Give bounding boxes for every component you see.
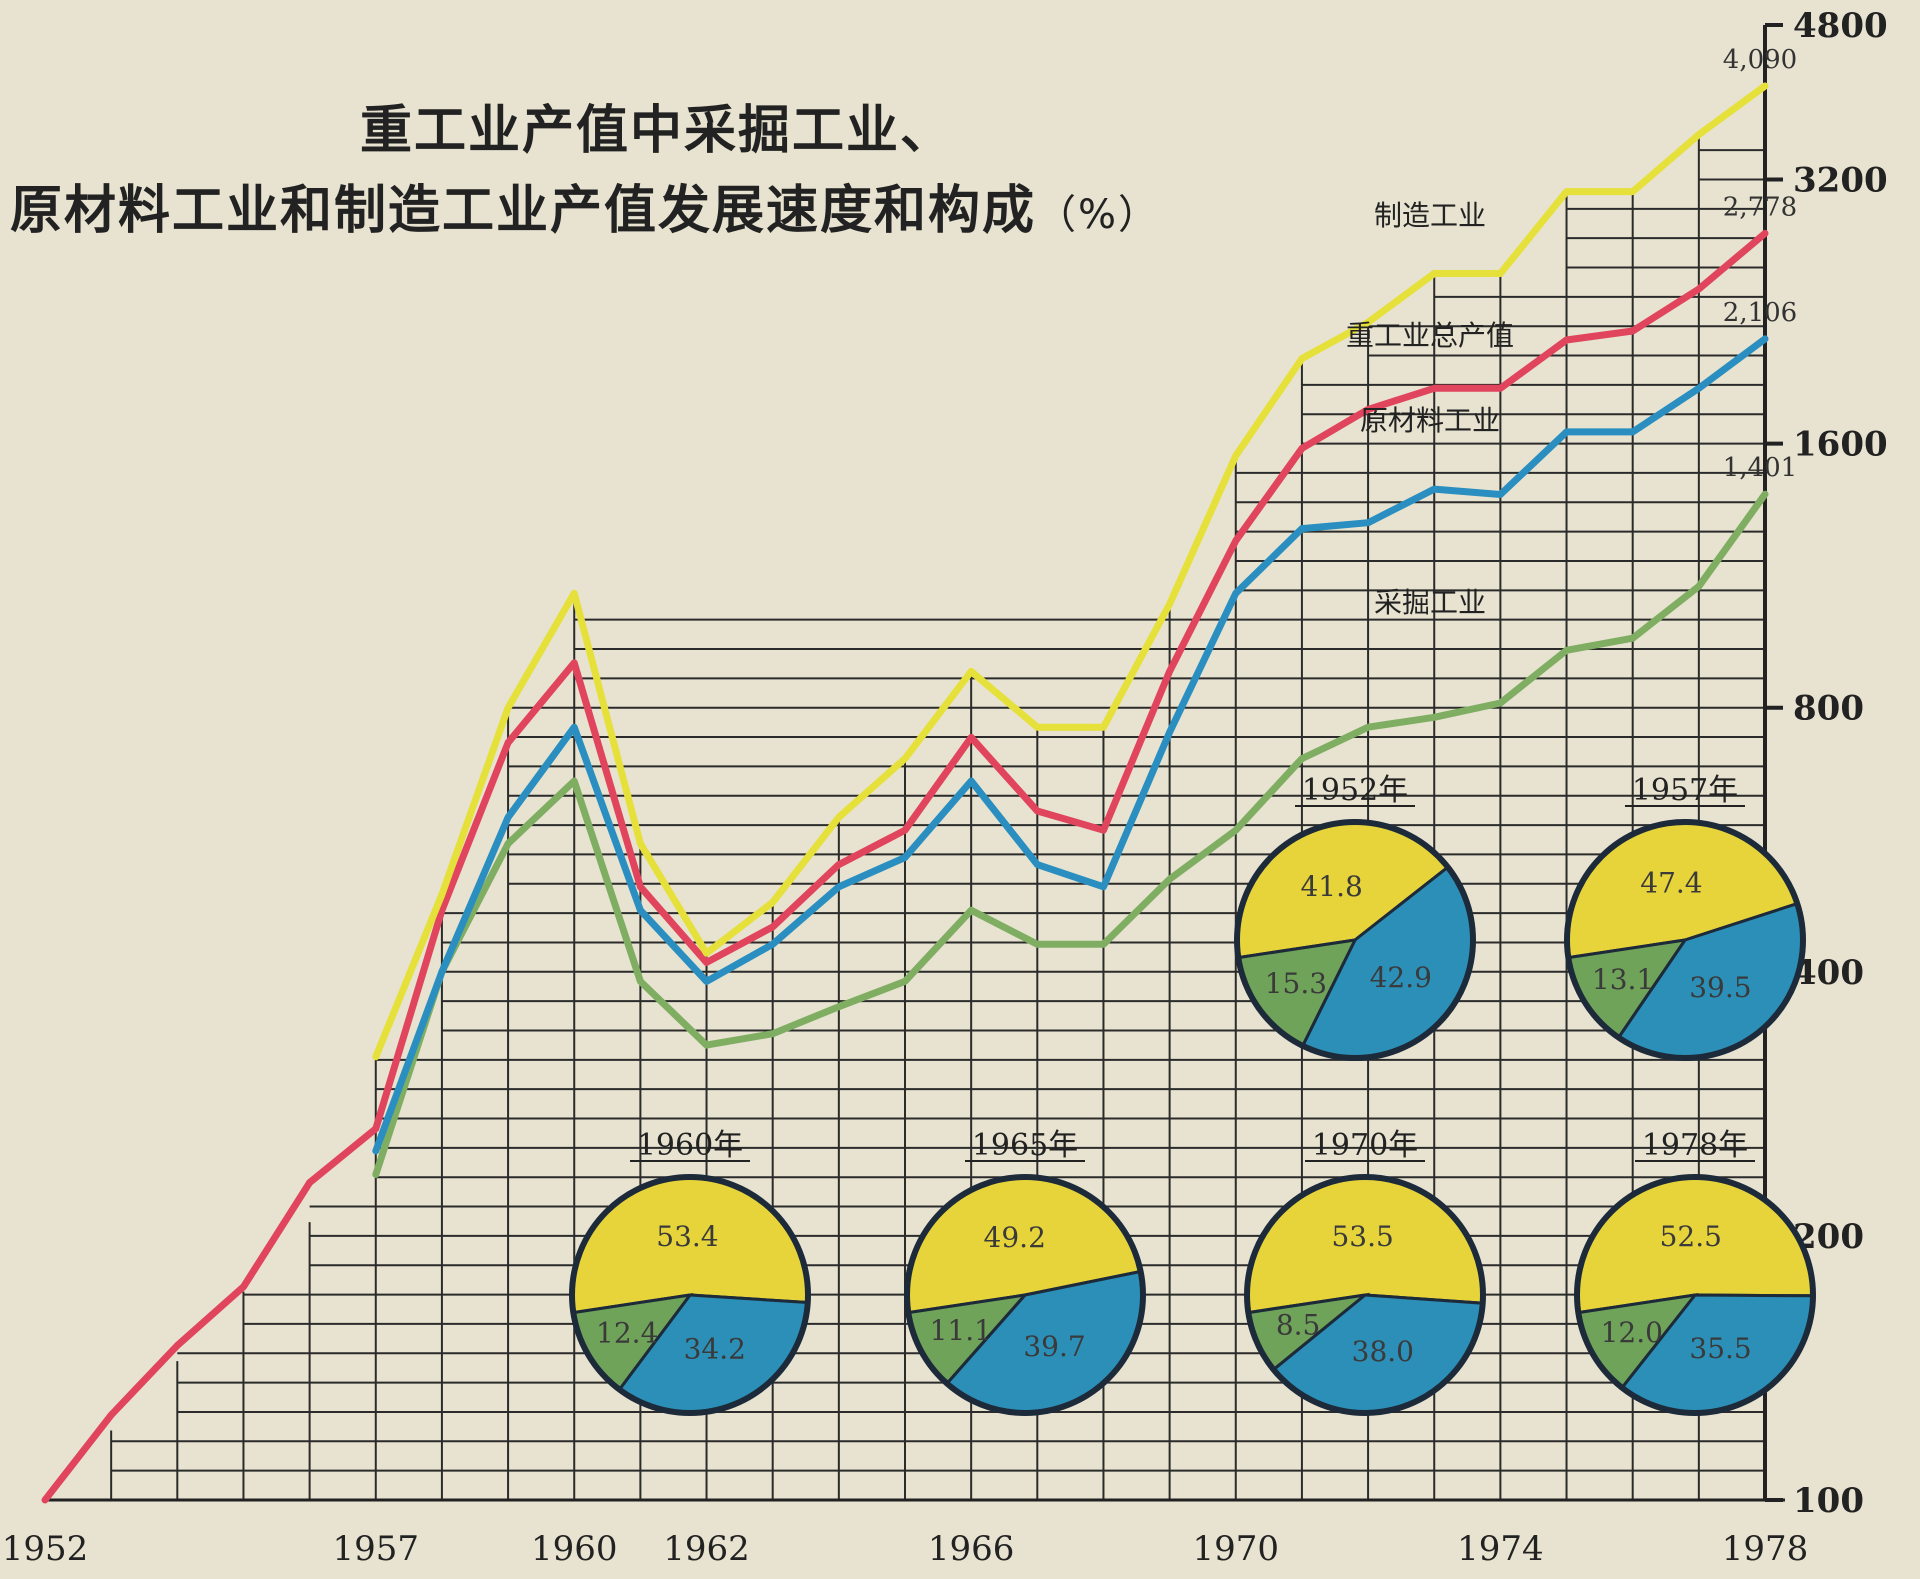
series-end-label: 4,090 xyxy=(1723,45,1797,75)
pie-year-label: 1960年 xyxy=(637,1128,743,1163)
chart-title-line1: 重工业产值中采掘工业、 xyxy=(360,101,955,161)
pie-year-label: 1957年 xyxy=(1632,773,1738,808)
pie-outline xyxy=(1244,1174,1486,1416)
y-tick-label: 4800 xyxy=(1793,6,1888,46)
series-name-label: 采掘工业 xyxy=(1374,586,1486,619)
x-tick-label: 1952 xyxy=(2,1529,89,1569)
pie-slice-label: 53.4 xyxy=(656,1220,718,1253)
series-line-2 xyxy=(372,335,1769,1155)
y-tick-label: 100 xyxy=(1793,1481,1864,1521)
chart-title-line2: 原材料工业和制造工业产值发展速度和构成（%） xyxy=(10,168,1160,243)
series-line-1 xyxy=(41,229,1769,1504)
pie-slice-label: 11.1 xyxy=(930,1314,992,1347)
pie-outline xyxy=(904,1174,1146,1416)
series-end-label: 2,106 xyxy=(1723,298,1797,328)
pie-slice-label: 42.9 xyxy=(1370,961,1432,994)
x-tick-label: 1962 xyxy=(663,1529,750,1569)
pie-slice-label: 35.5 xyxy=(1689,1332,1751,1365)
x-tick-label: 1966 xyxy=(928,1529,1015,1569)
pie-year-label: 1965年 xyxy=(972,1128,1078,1163)
y-tick-label: 1600 xyxy=(1793,425,1888,465)
pie-slice-label: 53.5 xyxy=(1331,1220,1393,1253)
y-tick-label: 400 xyxy=(1793,953,1864,993)
chart-title-unit: （%） xyxy=(1036,192,1161,238)
pie-year-label: 1970年 xyxy=(1312,1128,1418,1163)
pie-slice-label: 12.0 xyxy=(1601,1316,1663,1349)
pie-outline xyxy=(1574,1174,1816,1416)
series-line-3 xyxy=(372,490,1769,1178)
chart-title-line2-text: 原材料工业和制造工业产值发展速度和构成 xyxy=(10,181,1037,241)
series-end-label: 1,401 xyxy=(1723,453,1797,483)
pie-slice-label: 34.2 xyxy=(684,1333,746,1366)
pie-slice-label: 52.5 xyxy=(1660,1220,1722,1253)
pie-year-label: 1952年 xyxy=(1302,773,1408,808)
y-tick-label: 3200 xyxy=(1793,160,1888,200)
series-line-0 xyxy=(372,82,1769,1061)
pie-slice-label: 13.1 xyxy=(1592,963,1654,996)
pie-slice-label: 39.5 xyxy=(1689,971,1751,1004)
series-end-label: 2,778 xyxy=(1723,192,1797,222)
pie-slice-label: 47.4 xyxy=(1640,867,1702,900)
series-name-label: 原材料工业 xyxy=(1360,404,1500,437)
pie-slice-label: 39.7 xyxy=(1023,1330,1085,1363)
series-name-label: 重工业总产值 xyxy=(1346,319,1514,352)
pie-slice-label: 15.3 xyxy=(1265,967,1327,1000)
pie-slice-label: 41.8 xyxy=(1300,870,1362,903)
x-tick-label: 1974 xyxy=(1457,1529,1544,1569)
pie-outline xyxy=(1564,819,1806,1061)
pie-outline xyxy=(569,1174,811,1416)
x-tick-label: 1957 xyxy=(333,1529,420,1569)
x-tick-label: 1970 xyxy=(1193,1529,1280,1569)
pie-slice-label: 8.5 xyxy=(1276,1309,1321,1342)
pie-outline xyxy=(1234,819,1476,1061)
pie-slice-label: 38.0 xyxy=(1352,1335,1414,1368)
pie-slice-label: 49.2 xyxy=(984,1221,1046,1254)
x-tick-label: 1978 xyxy=(1722,1529,1809,1569)
y-tick-label: 800 xyxy=(1793,689,1864,729)
pie-year-label: 1978年 xyxy=(1642,1128,1748,1163)
series-name-label: 制造工业 xyxy=(1374,199,1486,232)
pie-slice-label: 12.4 xyxy=(596,1317,658,1350)
x-tick-label: 1960 xyxy=(531,1529,618,1569)
